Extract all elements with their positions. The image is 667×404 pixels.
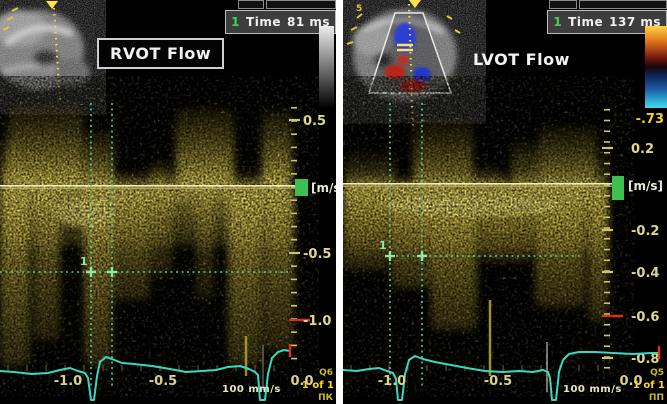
- color-flow-red: [385, 65, 405, 79]
- edge-fragment-top: Q6: [319, 368, 333, 378]
- x-axis-label: -1.0: [53, 374, 83, 389]
- baseline-marker: [295, 179, 308, 196]
- time-axis: -1.0 -0.5 0.0: [0, 374, 336, 390]
- baseline-marker: [612, 176, 624, 200]
- doppler-baseline: [0, 185, 305, 187]
- sector-ruler-tick: [350, 26, 358, 31]
- lvot-panel: 5 0.2 -0.2 -0.4 -0.6 -0.8 [m/s] 1 1 Time 137 m…: [343, 0, 667, 404]
- color-flow-red: [397, 55, 409, 65]
- caliper-number: 1: [379, 239, 387, 252]
- cursor-arrow-icon: [46, 1, 58, 9]
- y-axis-label: -0.6: [631, 310, 659, 325]
- edge-fragment-bottom: ПП: [648, 393, 664, 403]
- lvot-doppler-display: 5 0.2 -0.2 -0.4 -0.6 -0.8 [m/s] 1: [343, 0, 667, 404]
- sector-ruler-tick: [2, 26, 10, 31]
- y-axis-label: 0.5: [303, 114, 326, 129]
- color-scale-value: -.73: [635, 112, 664, 127]
- y-axis-label: 0.2: [631, 142, 654, 157]
- x-axis-label: 0.0: [290, 374, 314, 389]
- sector-ruler-tick: [346, 41, 354, 45]
- 2d-echo-color-thumbnail: 5: [343, 0, 473, 131]
- ecg-trace: [343, 351, 659, 401]
- x-axis-label: -0.5: [483, 374, 513, 389]
- x-axis-label: -0.5: [148, 374, 178, 389]
- sector-ruler-tick: [6, 16, 14, 21]
- y-axis-label: -1.0: [303, 314, 331, 329]
- cine-counter: 1 of 1: [632, 380, 665, 391]
- x-axis-label: 0.0: [619, 374, 643, 389]
- edge-fragment-bottom: ПК: [318, 393, 333, 403]
- sector-ruler-tick: [11, 7, 19, 12]
- sweep-speed-label: 100 mm/s: [563, 384, 622, 395]
- cursor-arrow-icon: [409, 0, 421, 8]
- measurement-label: Time: [568, 15, 604, 29]
- y-axis-label: -0.2: [631, 224, 659, 239]
- caliper-number: 1: [80, 255, 88, 268]
- x-axis-label: -1.0: [377, 374, 407, 389]
- y-axis-label: -0.4: [631, 266, 659, 281]
- y-axis-label: -0.5: [303, 247, 331, 262]
- measurement-index: 1: [231, 15, 241, 29]
- sector-ruler-tick: [356, 13, 363, 19]
- rvot-panel: 0.5 -0.5 -1.0 [m/s] 1 1 Time 81 ms RVOT Flow…: [0, 0, 336, 404]
- measurement-index: 1: [553, 15, 563, 29]
- grayscale-calibration-bar: [319, 26, 334, 108]
- measurement-value: 81 ms: [286, 15, 330, 29]
- doppler-baseline: [343, 183, 618, 185]
- measurement-label: Time: [246, 15, 281, 29]
- edge-fragment-top: Q5: [650, 368, 664, 378]
- sector-ruler-tick: [454, 29, 461, 34]
- measurement-value: 137 ms: [609, 15, 661, 29]
- menu-strip-fragment: [549, 0, 667, 9]
- lvot-flow-label: LVOT Flow: [473, 50, 570, 69]
- color-doppler-scale-bar: [645, 26, 667, 108]
- doppler-cursor-line: [53, 7, 61, 103]
- color-flow-red: [400, 80, 426, 92]
- color-flow-blue: [394, 23, 416, 53]
- sweep-speed-label: 100 mm/s: [222, 384, 281, 395]
- y-axis-label: -0.8: [631, 352, 659, 367]
- unit-label: [m/s]: [628, 179, 663, 193]
- ecg-trace: [0, 349, 291, 401]
- 2d-echo-thumbnail: [0, 0, 96, 104]
- rvot-flow-label: RVOT Flow: [97, 38, 225, 69]
- cine-counter: 1 of 1: [301, 380, 334, 391]
- sector-ruler-tick: [446, 15, 453, 20]
- time-measurement-box: 1 Time 81 ms: [225, 10, 336, 34]
- depth-ruler-label: 5: [356, 4, 362, 14]
- menu-strip-fragment: [238, 0, 336, 9]
- color-flow-blue: [413, 67, 431, 81]
- unit-label: [m/s]: [311, 181, 336, 195]
- time-axis: -1.0 -0.5 0.0: [343, 374, 667, 390]
